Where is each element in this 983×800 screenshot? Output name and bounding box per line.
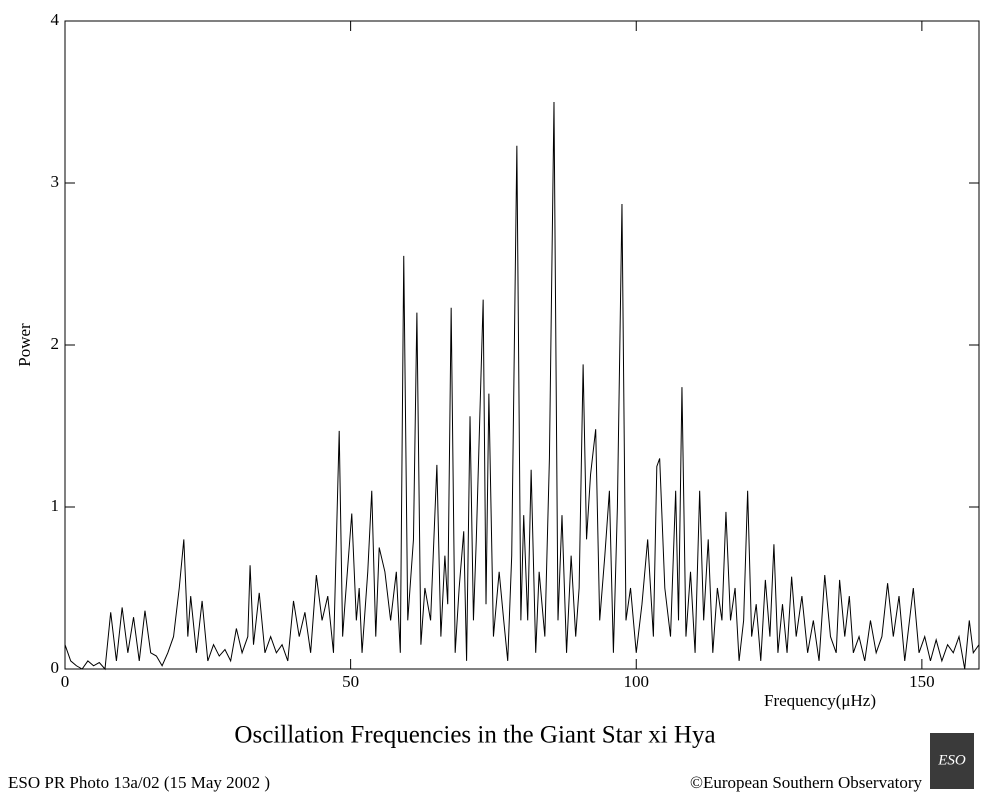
y-tick-label: 4 xyxy=(51,10,60,29)
footer-left: ESO PR Photo 13a/02 (15 May 2002 ) xyxy=(8,773,270,792)
chart-title: Oscillation Frequencies in the Giant Sta… xyxy=(234,722,715,749)
x-axis-label: Frequency(μHz) xyxy=(764,691,876,710)
x-tick-label: 50 xyxy=(342,672,359,691)
y-axis-label: Power xyxy=(15,323,34,367)
y-tick-label: 2 xyxy=(51,334,60,353)
power-line xyxy=(64,101,980,671)
footer-right: ©European Southern Observatory xyxy=(690,773,922,792)
logo-text: ESO xyxy=(937,752,966,768)
x-tick-label: 0 xyxy=(61,672,70,691)
y-tick-label: 0 xyxy=(51,658,60,677)
logo-box xyxy=(930,733,974,789)
y-tick-label: 3 xyxy=(51,172,60,191)
x-tick-label: 100 xyxy=(624,672,650,691)
y-tick-label: 1 xyxy=(51,496,60,515)
x-tick-label: 150 xyxy=(909,672,935,691)
